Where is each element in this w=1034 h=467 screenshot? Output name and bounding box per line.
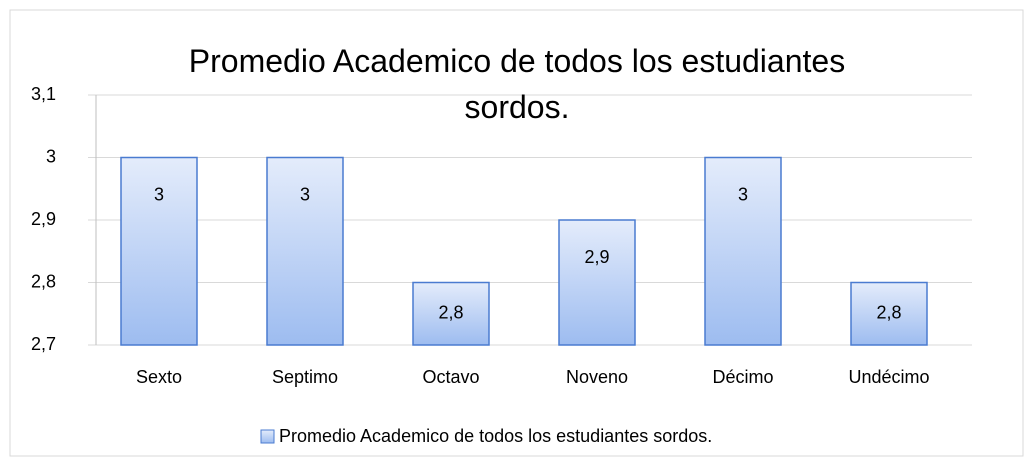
bar	[266, 156, 344, 346]
data-label: 2,8	[876, 303, 901, 323]
legend-label: Promedio Academico de todos los estudian…	[279, 426, 712, 446]
x-tick-label: Undécimo	[848, 367, 929, 387]
x-tick-label: Décimo	[712, 367, 773, 387]
bar	[850, 281, 928, 346]
y-tick-label: 2,9	[31, 209, 56, 229]
bar	[558, 219, 636, 346]
chart-title: Promedio Academico de todos los estudian…	[188, 43, 846, 125]
y-tick-label: 3,1	[31, 84, 56, 104]
x-tick-label: Septimo	[272, 367, 338, 387]
legend-swatch	[260, 429, 275, 444]
y-tick-label: 3	[46, 146, 56, 166]
x-tick-label: Noveno	[566, 367, 628, 387]
y-tick-label: 2,8	[31, 271, 56, 291]
x-tick-label: Sexto	[136, 367, 182, 387]
data-label: 3	[154, 184, 164, 204]
bar	[120, 156, 198, 346]
x-tick-label: Octavo	[422, 367, 479, 387]
data-label: 2,9	[584, 247, 609, 267]
bar	[412, 281, 490, 346]
data-label: 2,8	[438, 303, 463, 323]
data-label: 3	[738, 184, 748, 204]
data-label: 3	[300, 184, 310, 204]
bar	[704, 156, 782, 346]
y-tick-label: 2,7	[31, 334, 56, 354]
